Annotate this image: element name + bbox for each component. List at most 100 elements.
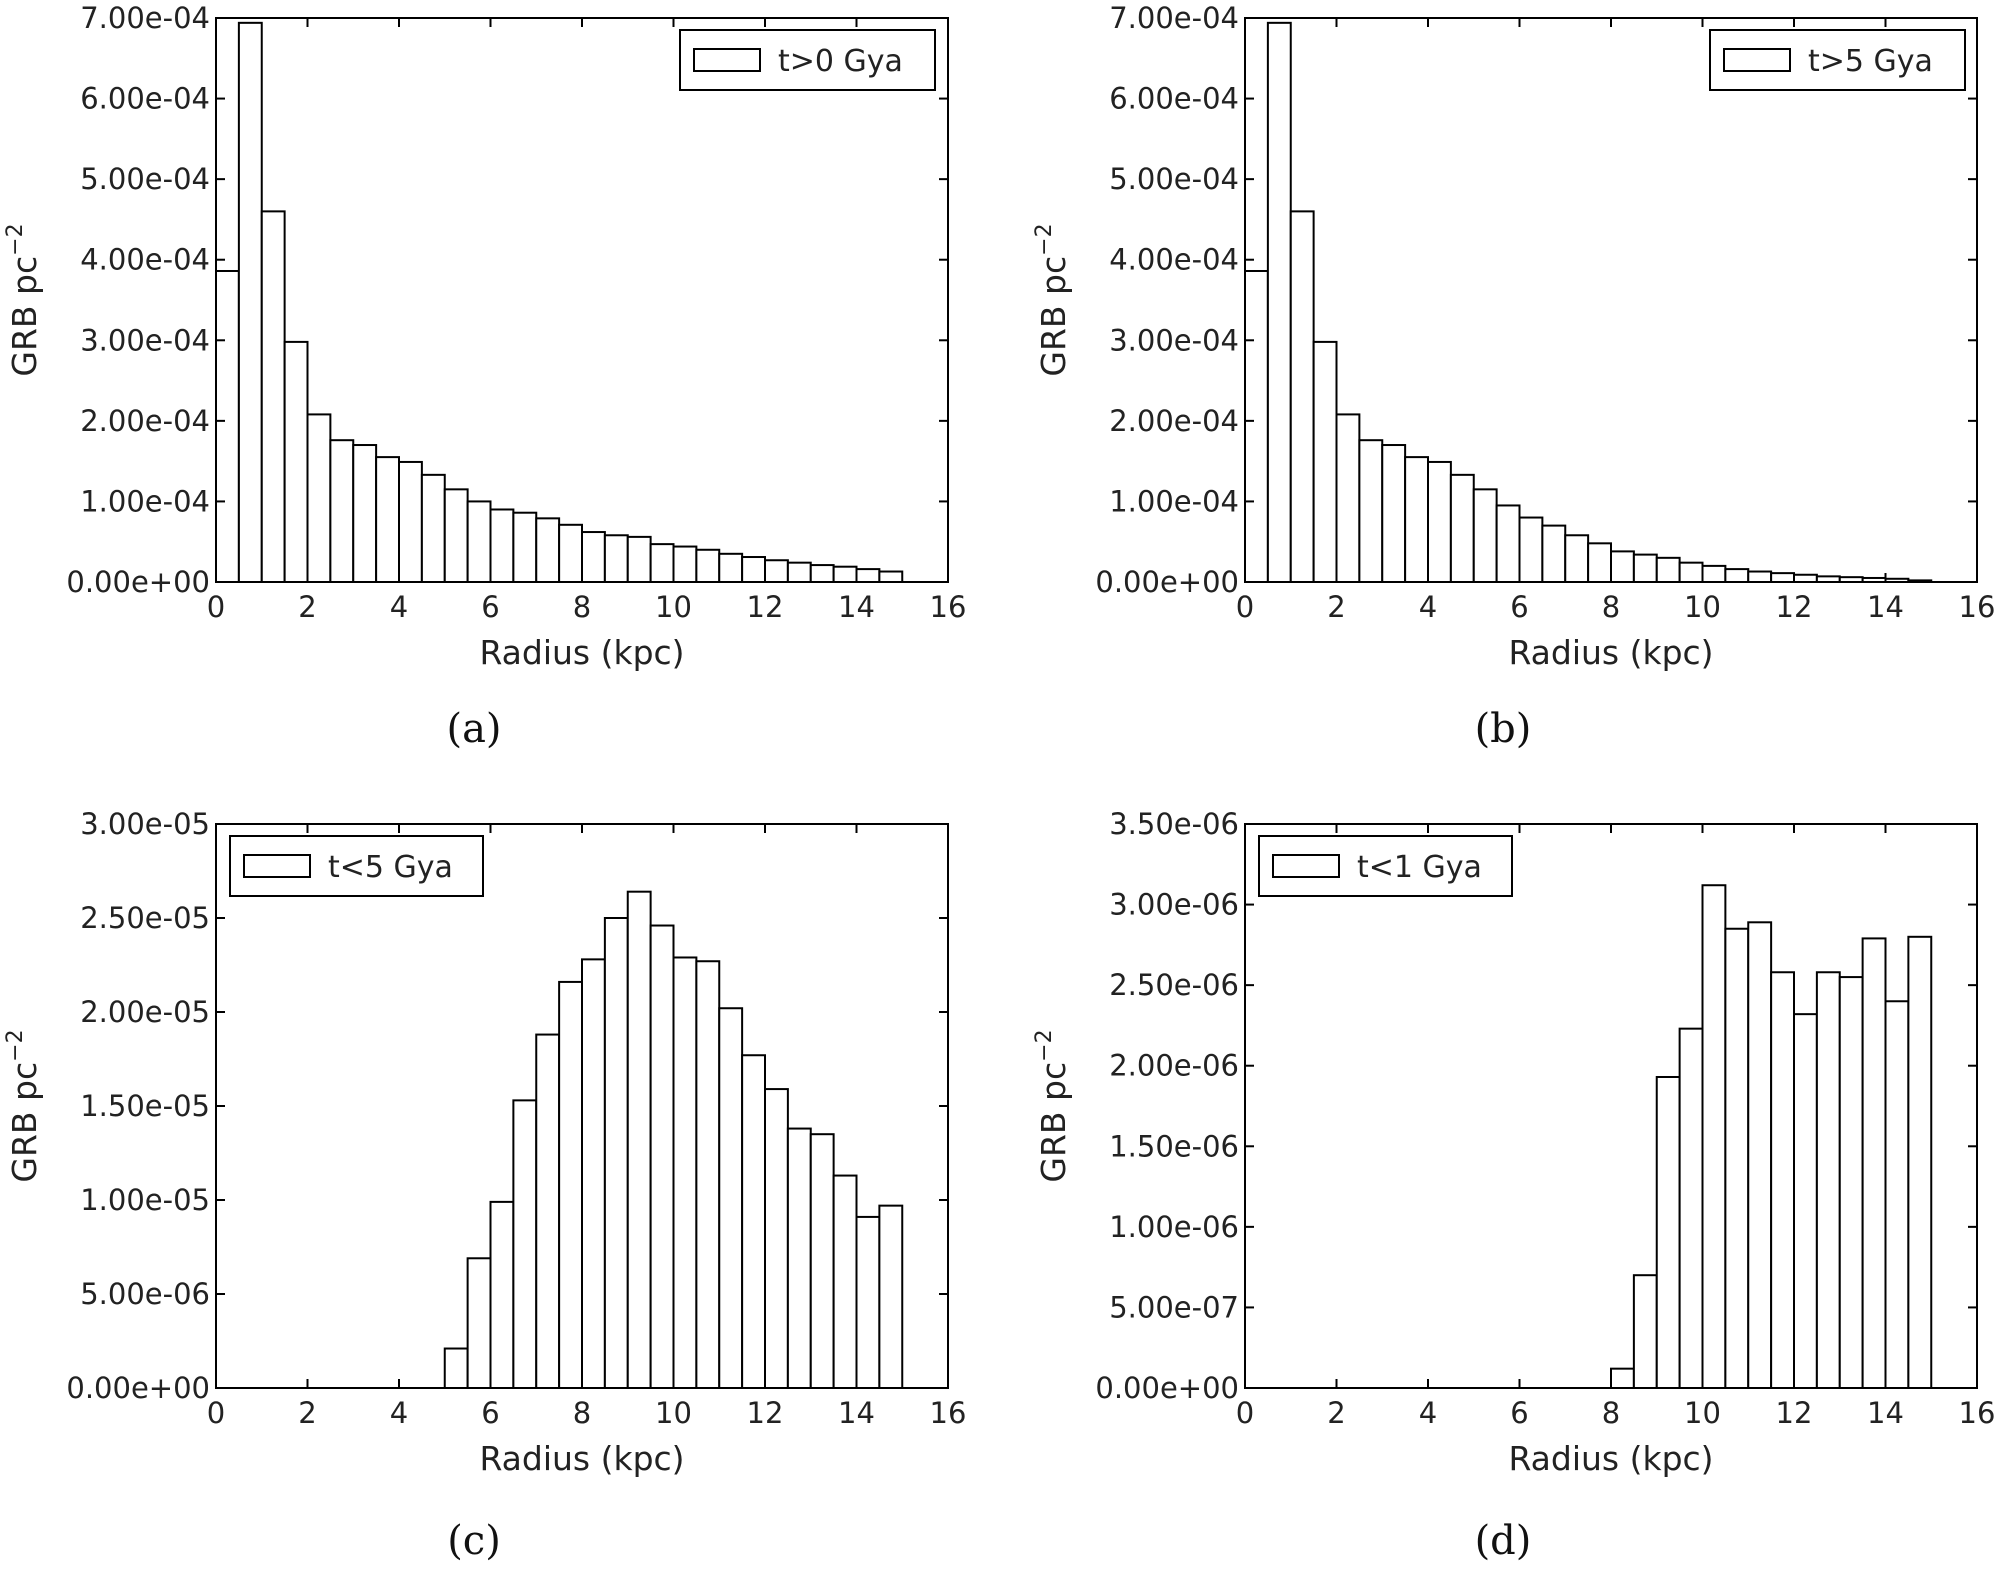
histogram-bar — [832, 1174, 858, 1390]
histogram-bar — [718, 552, 744, 583]
histogram-bar — [1564, 534, 1590, 583]
histogram-bar — [626, 535, 652, 584]
x-tick-label: 8 — [1602, 590, 1620, 624]
histogram-bar — [672, 956, 698, 1389]
histogram-bar — [1495, 504, 1521, 584]
histogram-bar — [535, 1033, 561, 1390]
panel-caption: (a) — [446, 706, 501, 752]
histogram-bar — [1381, 444, 1407, 583]
histogram-bar — [489, 1200, 515, 1389]
chart-panel-a: 0 2 4 6 8 10 12 14 16 0.00e+00 1.00e-04 2.00e-04 3.0… — [3, 1, 966, 752]
x-tick-label: 16 — [930, 590, 967, 624]
legend-label: t<1 Gya — [1357, 850, 1482, 885]
y-tick-label: 3.00e-06 — [1109, 888, 1239, 922]
x-axis-label: Radius (kpc) — [479, 1439, 684, 1478]
histogram-bar — [764, 559, 789, 584]
histogram-bar — [237, 21, 263, 583]
x-tick-label: 4 — [390, 590, 408, 624]
x-tick-label: 8 — [573, 590, 591, 624]
histogram-bar — [764, 1088, 789, 1389]
histogram-bar — [581, 531, 606, 583]
histogram-bar — [1701, 564, 1727, 584]
histogram-bar — [1587, 542, 1612, 584]
histogram-bar — [1632, 1274, 1658, 1389]
x-tick-label: 16 — [930, 1396, 967, 1430]
x-tick-label: 2 — [1327, 590, 1345, 624]
y-tick-label: 2.00e-04 — [80, 404, 210, 438]
histogram-bar — [649, 924, 675, 1390]
y-axis-label-text: GRB pc — [5, 1062, 44, 1183]
histogram-bar — [215, 269, 240, 583]
legend-swatch — [1723, 48, 1791, 72]
histogram-bar — [283, 340, 309, 584]
x-tick-label: 10 — [655, 1396, 692, 1430]
legend-swatch — [243, 854, 311, 878]
histogram-bar — [306, 413, 332, 584]
histogram-bar — [1610, 550, 1635, 584]
x-tick-label: 6 — [481, 1396, 499, 1430]
panel-caption: (d) — [1475, 1518, 1532, 1564]
histogram-bar — [809, 1133, 835, 1389]
histogram-bar — [352, 444, 378, 583]
x-tick-label: 8 — [1602, 1396, 1620, 1430]
x-tick-label: 14 — [838, 590, 875, 624]
histogram-bar — [1793, 1013, 1818, 1389]
histogram-bar — [260, 210, 286, 583]
y-tick-label: 2.00e-05 — [80, 995, 210, 1029]
histogram-bar — [535, 517, 561, 583]
y-axis-label-exponent: −2 — [1032, 1029, 1057, 1061]
histogram-bar — [1632, 553, 1658, 583]
y-tick-label: 2.50e-06 — [1109, 968, 1239, 1002]
histogram-bar — [1655, 556, 1681, 583]
histogram-bar — [626, 890, 652, 1389]
histogram-bar — [1701, 884, 1727, 1390]
x-tick-label: 12 — [1776, 590, 1813, 624]
x-tick-label: 2 — [298, 590, 316, 624]
y-tick-label: 1.50e-05 — [80, 1089, 210, 1123]
histogram-bar — [1747, 570, 1773, 583]
histogram-bar — [1884, 1000, 1910, 1389]
y-tick-label: 1.00e-06 — [1109, 1210, 1239, 1244]
histogram-bar — [489, 508, 515, 583]
y-axis-label: GRB pc−2 — [3, 223, 44, 376]
chart-panel-c: 0 2 4 6 8 10 12 14 16 0.00e+00 5.00e-06 1.00e-05 1.5… — [3, 807, 966, 1564]
histogram-bar — [695, 960, 721, 1389]
histogram-bar — [1907, 935, 1933, 1389]
histogram-bar — [1427, 460, 1452, 584]
y-tick-label: 4.00e-04 — [1109, 243, 1239, 277]
histogram-bar — [672, 545, 698, 584]
histogram-bar — [1655, 1075, 1681, 1389]
y-tick-label: 1.00e-04 — [80, 484, 210, 518]
y-tick-label: 0.00e+00 — [1095, 565, 1239, 599]
y-axis-label-text: GRB pc — [1034, 1062, 1073, 1183]
x-axis-label: Radius (kpc) — [1508, 1439, 1713, 1478]
y-tick-label: 7.00e-04 — [1109, 1, 1239, 35]
x-tick-label: 0 — [207, 1396, 225, 1430]
histogram-bar — [558, 523, 583, 584]
y-tick-label: 0.00e+00 — [1095, 1371, 1239, 1405]
histogram-bar — [512, 1099, 538, 1389]
histogram-bar — [558, 980, 583, 1389]
x-tick-label: 10 — [1684, 1396, 1721, 1430]
y-tick-label: 6.00e-04 — [80, 82, 210, 116]
legend-swatch — [693, 48, 761, 72]
x-tick-label: 6 — [1510, 1396, 1528, 1430]
x-tick-label: 10 — [655, 590, 692, 624]
histogram-bar — [443, 1347, 469, 1390]
y-tick-label: 5.00e-07 — [1109, 1290, 1239, 1324]
legend-swatch — [1272, 854, 1340, 878]
x-axis-label: Radius (kpc) — [479, 633, 684, 672]
legend-label: t>5 Gya — [1808, 44, 1933, 79]
histogram-bar — [1518, 516, 1544, 583]
y-tick-label: 3.50e-06 — [1109, 807, 1239, 841]
x-tick-label: 2 — [298, 1396, 316, 1430]
histogram-bar — [603, 534, 629, 583]
y-tick-label: 5.00e-06 — [80, 1277, 210, 1311]
y-axis-label-exponent: −2 — [1032, 223, 1057, 255]
y-tick-label: 2.00e-06 — [1109, 1049, 1239, 1083]
x-tick-label: 4 — [1419, 590, 1437, 624]
x-tick-label: 0 — [207, 590, 225, 624]
panel-caption: (b) — [1475, 706, 1532, 752]
y-tick-label: 6.00e-04 — [1109, 82, 1239, 116]
